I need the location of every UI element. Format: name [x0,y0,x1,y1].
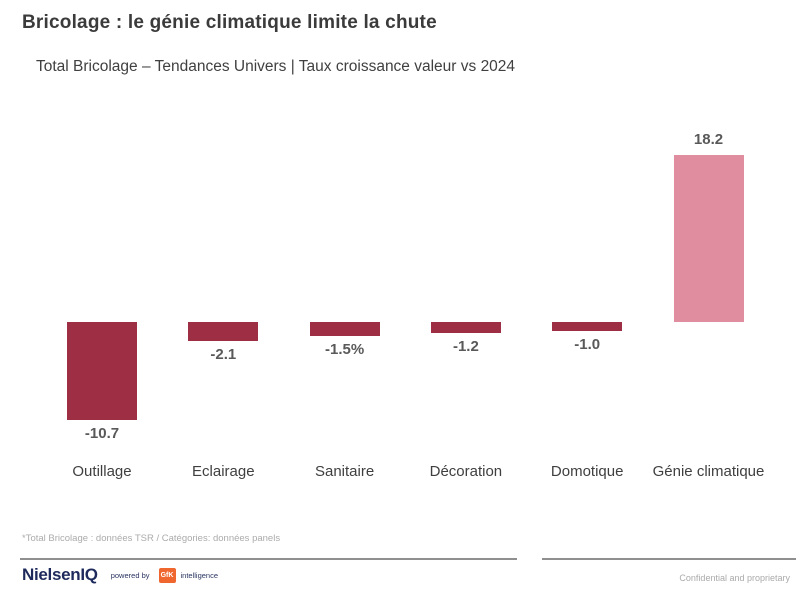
category-label: Génie climatique [652,463,765,480]
value-label: -2.1 [210,346,237,363]
bar-Décoration [430,322,501,333]
bar-Domotique [552,322,623,331]
chart-subtitle: Total Bricolage – Tendances Univers | Ta… [36,58,516,75]
brand-row: NielsenIQ powered by GfK intelligence [22,565,218,585]
bar-Sanitaire [309,322,380,336]
footer-divider-left [20,558,517,560]
category-label: Domotique [550,463,624,480]
value-label: -1.5% [325,341,365,358]
gfk-intelligence-label: intelligence [180,570,219,580]
category-label: Sanitaire [314,463,375,480]
value-label: -1.2 [452,338,479,355]
gfk-logo-icon: GfK [158,567,176,583]
powered-by-label: powered by [110,570,150,580]
source-footnote: *Total Bricolage : données TSR / Catégor… [22,533,281,544]
page-title: Bricolage : le génie climatique limite l… [22,12,437,33]
value-label: 18.2 [693,131,724,148]
bar-Eclairage [188,322,259,341]
value-label: -10.7 [84,425,120,442]
nielseniq-logo: NielsenIQ [22,565,98,584]
category-label: Outillage [72,463,132,480]
footer-divider-right [542,558,796,560]
value-label: -1.0 [574,336,601,353]
bar-Génie climatique [673,155,744,322]
bar-chart: -10.7 Outillage -2.1 Eclairage -1.5% Sanitair… [67,131,765,480]
category-label: Eclairage [192,463,255,480]
confidential-label: Confidential and proprietary [679,573,790,583]
bar-Outillage [67,322,137,420]
category-label: Décoration [429,463,503,480]
